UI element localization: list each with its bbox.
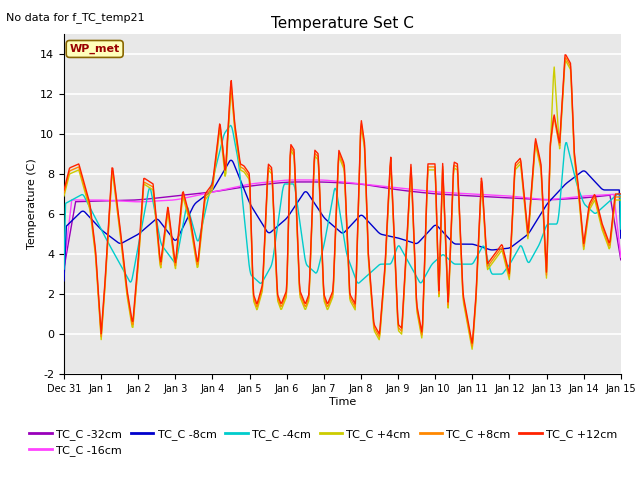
Title: Temperature Set C: Temperature Set C	[271, 16, 414, 31]
Legend: TC_C -32cm, TC_C -16cm, TC_C -8cm, TC_C -4cm, TC_C +4cm, TC_C +8cm, TC_C +12cm: TC_C -32cm, TC_C -16cm, TC_C -8cm, TC_C …	[25, 424, 621, 460]
Text: No data for f_TC_temp21: No data for f_TC_temp21	[6, 12, 145, 23]
Y-axis label: Temperature (C): Temperature (C)	[28, 158, 37, 250]
Text: WP_met: WP_met	[70, 44, 120, 54]
X-axis label: Time: Time	[329, 397, 356, 407]
